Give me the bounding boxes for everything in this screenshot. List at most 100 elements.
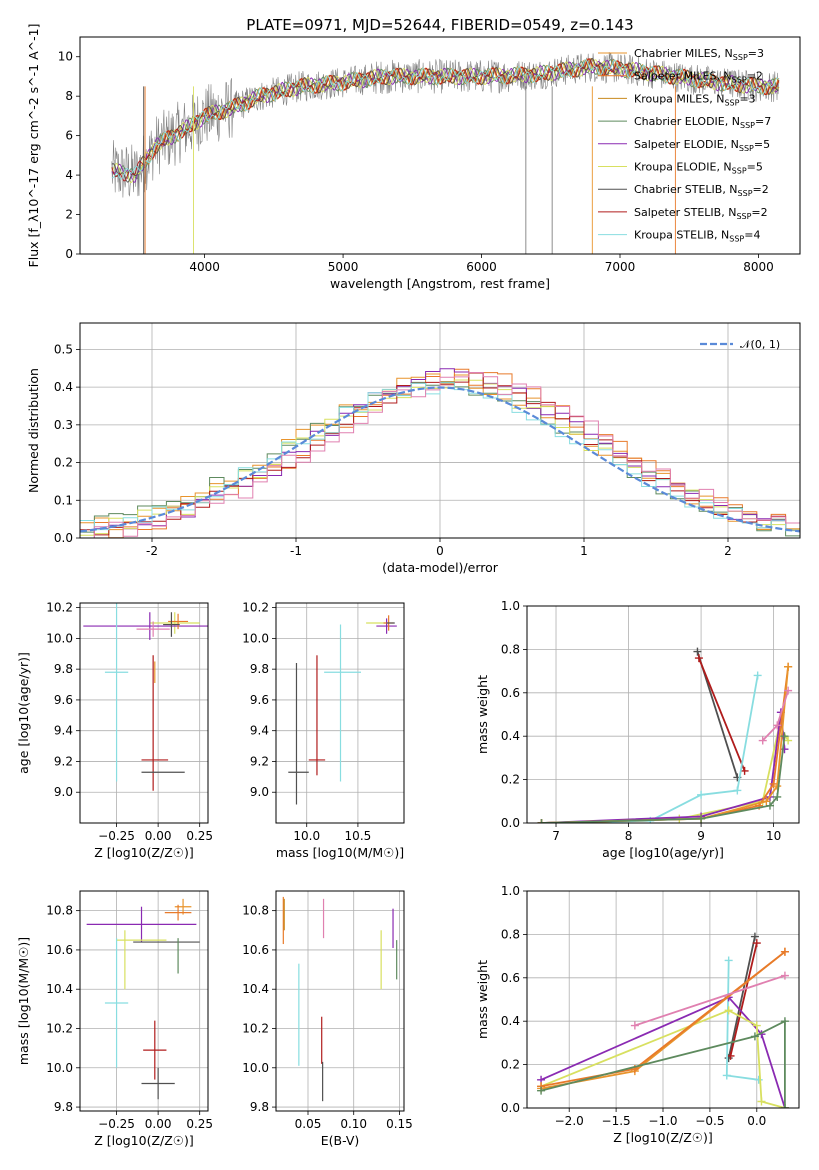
x-axis-label: age [log10(age/yr)] xyxy=(602,845,724,860)
legend-series-name: Kroupa ELODIE xyxy=(634,161,716,174)
x-axis-label: wavelength [Angstrom, rest frame] xyxy=(330,276,550,291)
plus-marker xyxy=(724,1006,733,1015)
legend-ssp-count: 2 xyxy=(756,70,763,83)
y-tick-label: 0.6 xyxy=(501,971,520,985)
model-line xyxy=(111,59,780,180)
plus-marker xyxy=(773,792,782,801)
legend-series-name: Chabrier MILES xyxy=(634,47,718,60)
axes-frame xyxy=(79,890,209,1112)
plus-marker xyxy=(773,782,782,791)
plus-marker xyxy=(694,654,703,663)
plus-marker xyxy=(722,1071,731,1080)
model-line xyxy=(111,59,780,183)
y-tick-label: 0.4 xyxy=(54,380,73,394)
x-tick-label: 8000 xyxy=(743,260,774,274)
y-axis-label: mass weight xyxy=(475,675,490,754)
x-tick-label: -2 xyxy=(146,544,158,558)
model-line xyxy=(111,58,779,183)
y-tick-label: 9.6 xyxy=(250,693,269,707)
y-tick-label: 10.2 xyxy=(242,601,269,615)
x-tick-label: 0.15 xyxy=(386,1117,413,1131)
y-tick-label: 1.0 xyxy=(501,599,520,613)
plus-marker xyxy=(784,686,793,695)
x-tick-label: 0.00 xyxy=(145,1117,172,1131)
plus-marker xyxy=(697,814,706,823)
legend-ssp-count: 4 xyxy=(753,229,760,242)
y-tick-label: 10.0 xyxy=(242,1061,269,1075)
x-tick-label: 6000 xyxy=(466,260,497,274)
legend-ssp-count: 3 xyxy=(757,47,764,60)
mass-weight-line xyxy=(634,974,786,1027)
y-tick-label: 10.2 xyxy=(46,601,73,615)
gaussian-curve xyxy=(80,386,800,533)
x-tick-label: 8 xyxy=(625,829,633,843)
plot-area-age-vs-mass xyxy=(276,603,404,823)
y-tick-label: 0 xyxy=(65,247,73,261)
panel-residuals: -2 -1 0 1 2 0.0 0.1 0.2 0.3 0.4 0.5 𝒩(0, 1) (data-mo… xyxy=(26,322,801,575)
x-tick-label: 10.5 xyxy=(345,829,372,843)
legend-series-name: Kroupa STELIB xyxy=(634,229,714,242)
x-tick-label: 0.05 xyxy=(295,1117,322,1131)
y-tick-label: 9.2 xyxy=(250,754,269,768)
legend-ssp-count: 2 xyxy=(762,183,769,196)
y-tick-label: 4 xyxy=(65,168,73,182)
x-tick-label: 0.10 xyxy=(340,1117,367,1131)
model-line xyxy=(111,58,780,182)
mass-weight-line xyxy=(698,657,746,772)
x-tick-label: 0.0 xyxy=(747,1114,766,1128)
plot-area-massweight-vs-Z xyxy=(527,891,799,1108)
x-tick-label: −1.5 xyxy=(602,1114,631,1128)
y-tick-label: 0.2 xyxy=(54,456,73,470)
legend-gaussian: 𝒩(0, 1) xyxy=(740,338,780,351)
x-tick-label: 0.00 xyxy=(145,829,172,843)
plot-area-mass-vs-EBV xyxy=(276,891,404,1111)
y-axis-label: age [log10(age/yr)] xyxy=(16,652,31,774)
y-tick-label: 9.4 xyxy=(250,724,269,738)
x-tick-label: 1 xyxy=(580,544,588,558)
plus-marker xyxy=(724,956,733,965)
plus-marker xyxy=(697,790,706,799)
legend-ssp-count: 3 xyxy=(749,92,756,105)
y-tick-label: 0.4 xyxy=(501,729,520,743)
plus-marker xyxy=(757,1097,766,1106)
mass-weight-line xyxy=(729,942,758,1057)
legend-entry: Kroupa ELODIE, NSSP=5 xyxy=(634,161,763,176)
axes-frame xyxy=(275,602,405,824)
plus-marker xyxy=(758,736,767,745)
x-axis-label: mass [log10(M/M☉)] xyxy=(276,845,404,860)
plus-marker xyxy=(733,786,742,795)
plus-marker xyxy=(780,947,789,956)
y-tick-label: 0.0 xyxy=(54,531,73,545)
mass-weight-line xyxy=(725,960,759,1081)
y-tick-label: 10.0 xyxy=(46,1061,73,1075)
x-tick-label: 7000 xyxy=(605,260,636,274)
y-tick-label: 8 xyxy=(65,89,73,103)
axes-frame xyxy=(526,890,800,1109)
plus-marker xyxy=(752,1021,761,1030)
axes-frame xyxy=(526,605,800,824)
x-axis-label: E(B-V) xyxy=(321,1133,360,1148)
legend-series-name: Kroupa MILES xyxy=(634,92,709,105)
plus-marker xyxy=(784,736,793,745)
legend-series-name: Salpeter STELIB xyxy=(634,206,721,219)
mass-weight-line xyxy=(727,936,756,1059)
plot-area-age-vs-Z xyxy=(80,603,208,823)
axes-frame xyxy=(79,602,209,824)
x-tick-label: 4000 xyxy=(189,260,220,274)
panel-massweight-vs-Z: −2.0 −1.5 −1.0 −0.5 0.0 0.0 0.2 0.4 0.6 0.8 1.0 Z [… xyxy=(475,884,800,1145)
y-tick-label: 0.6 xyxy=(501,686,520,700)
y-tick-label: 0.2 xyxy=(501,773,520,787)
x-tick-label: 9 xyxy=(697,829,705,843)
plus-marker xyxy=(693,647,702,656)
plus-marker xyxy=(780,745,789,754)
plus-marker xyxy=(784,662,793,671)
legend-ssp-count: 5 xyxy=(763,138,770,151)
plus-marker xyxy=(537,819,546,823)
y-tick-label: 10 xyxy=(58,50,73,64)
x-tick-label: 0 xyxy=(436,544,444,558)
axes-frame xyxy=(79,36,801,255)
y-tick-label: 9.2 xyxy=(54,754,73,768)
x-tick-label: −1.0 xyxy=(648,1114,677,1128)
legend-series-name: Salpeter MILES xyxy=(634,70,716,83)
